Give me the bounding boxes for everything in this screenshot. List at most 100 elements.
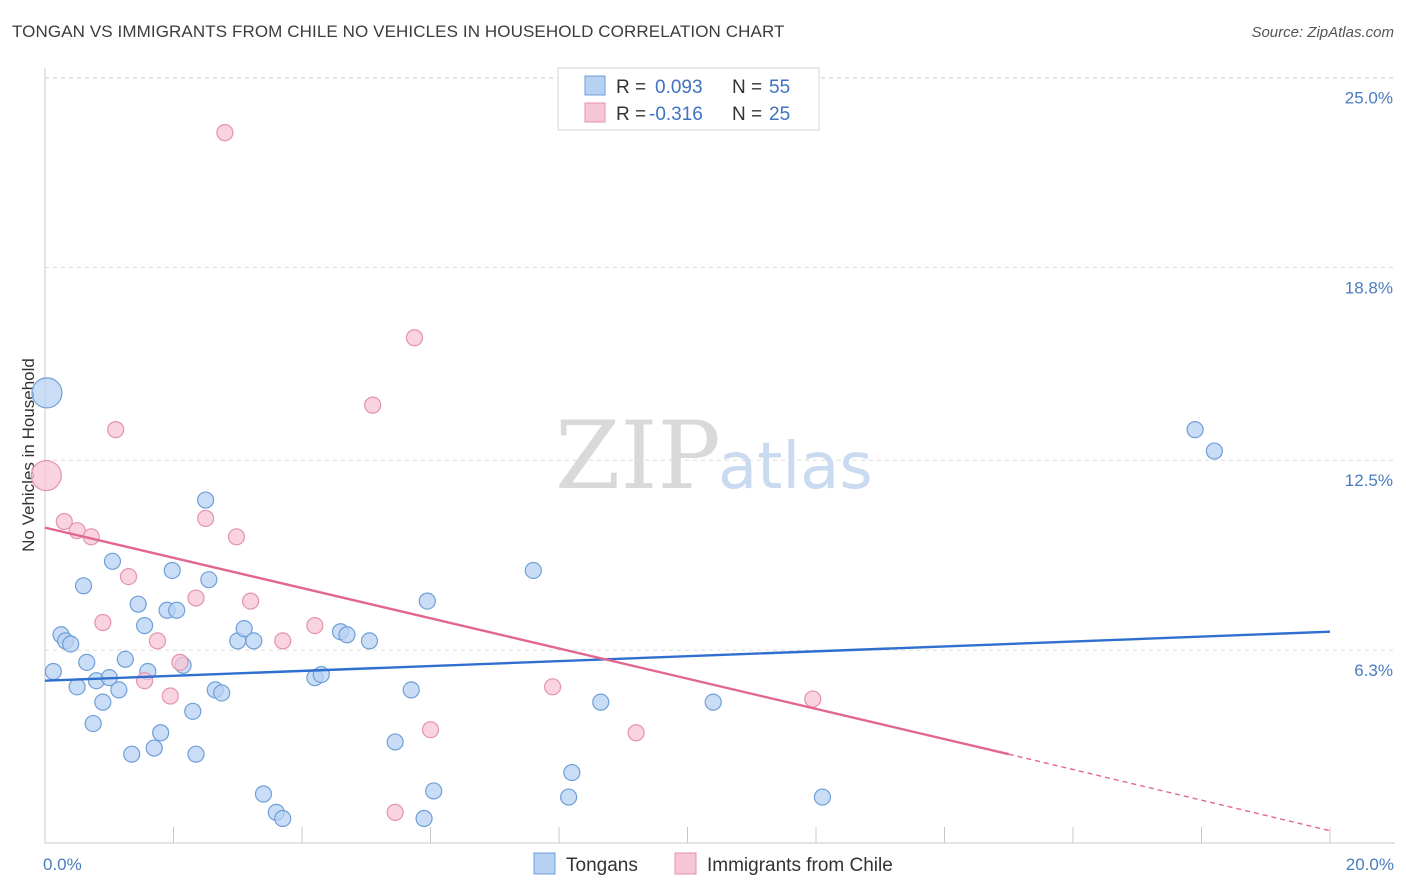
- point-chile-15: [242, 592, 260, 610]
- point-chile-19: [386, 803, 404, 821]
- legend-n-label-tongans: N =: [732, 77, 762, 98]
- point-chile-12: [216, 124, 234, 142]
- point-tongans-42: [386, 733, 404, 751]
- trend-line-chile: [44, 526, 1010, 756]
- point-tongans-45: [418, 592, 436, 610]
- point-tongans-34: [254, 785, 273, 803]
- point-chile-10: [171, 653, 189, 671]
- x-tick-label-min: 0.0%: [43, 855, 82, 874]
- point-tongans-19: [145, 739, 163, 757]
- legend-box: R = 0.093 N = 55 R = -0.316 N = 25: [557, 67, 820, 131]
- watermark-atlas: atlas: [718, 430, 873, 504]
- point-tongans-27: [197, 491, 215, 509]
- point-tongans-36: [274, 809, 292, 828]
- point-chile-21: [421, 721, 440, 739]
- legend-n-label-chile: N =: [732, 104, 762, 125]
- bottom-legend-swatch-chile: [674, 852, 697, 875]
- bottom-legend-swatch-tongans: [533, 852, 556, 875]
- point-tongans-28: [200, 571, 218, 589]
- point-tongans-7: [78, 653, 96, 671]
- point-tongans-1: [44, 662, 62, 681]
- legend-swatch-tongans: [584, 75, 606, 96]
- point-chile-13: [197, 509, 215, 528]
- point-tongans-53: [1186, 421, 1204, 439]
- series-chile-points: [30, 124, 822, 821]
- legend-swatch-chile: [584, 102, 606, 123]
- point-chile-17: [306, 616, 324, 635]
- point-tongans-33: [245, 632, 263, 650]
- point-tongans-41: [360, 632, 379, 650]
- point-tongans-14: [116, 650, 134, 668]
- point-tongans-16: [129, 595, 147, 613]
- point-tongans-51: [704, 693, 722, 711]
- point-tongans-43: [402, 681, 420, 699]
- bottom-legend-label-chile: Immigrants from Chile: [707, 855, 893, 876]
- point-tongans-50: [592, 693, 610, 711]
- y-axis-label: No Vehicles in Household: [19, 358, 38, 552]
- point-tongans-23: [168, 601, 186, 619]
- point-tongans-13: [110, 681, 128, 699]
- point-tongans-32: [235, 620, 253, 638]
- point-tongans-5: [68, 678, 86, 696]
- point-tongans-49: [563, 763, 581, 782]
- point-chile-24: [804, 690, 822, 708]
- y-tick-label-2: 18.8%: [1345, 278, 1393, 297]
- series-tongans-points: [31, 377, 1223, 828]
- point-tongans-17: [135, 616, 154, 635]
- point-chile-20: [405, 329, 424, 347]
- point-tongans-6: [74, 577, 93, 595]
- legend-r-value-chile: -0.316: [649, 104, 703, 125]
- point-chile-14: [227, 528, 246, 546]
- point-tongans-12: [103, 552, 122, 570]
- chart-title: TONGAN VS IMMIGRANTS FROM CHILE NO VEHIC…: [12, 22, 785, 41]
- point-tongans-8: [84, 714, 102, 733]
- point-chile-7: [135, 672, 154, 690]
- point-tongans-20: [152, 724, 170, 742]
- point-chile-8: [148, 632, 167, 650]
- point-chile-23: [627, 724, 645, 742]
- point-tongans-15: [123, 745, 141, 763]
- point-tongans-46: [425, 782, 443, 800]
- point-chile-11: [187, 589, 205, 607]
- y-tick-label-1: 12.5%: [1345, 471, 1393, 490]
- bottom-legend-label-tongans: Tongans: [566, 855, 638, 876]
- point-tongans-26: [187, 745, 205, 763]
- point-tongans-40: [338, 626, 356, 644]
- x-tick-label-max: 20.0%: [1346, 855, 1394, 874]
- point-chile-4: [94, 613, 112, 632]
- point-tongans-48: [560, 788, 578, 806]
- point-tongans-25: [184, 702, 202, 720]
- point-chile-22: [543, 678, 562, 696]
- point-tongans-0: [31, 377, 63, 409]
- chart-source: Source: ZipAtlas.com: [1251, 24, 1394, 41]
- point-tongans-10: [94, 693, 112, 711]
- point-tongans-44: [415, 809, 433, 828]
- point-tongans-30: [213, 684, 231, 702]
- point-chile-1: [55, 512, 73, 531]
- y-tick-label-3: 25.0%: [1345, 88, 1393, 107]
- watermark-zip: ZIP: [555, 402, 721, 511]
- legend-r-value-tongans: 0.093: [655, 77, 703, 98]
- point-chile-16: [274, 632, 292, 650]
- grid-lines: [45, 76, 1395, 651]
- trend-line-tongans: [44, 630, 1331, 682]
- point-tongans-22: [163, 561, 181, 580]
- y-tick-label-0: 6.3%: [1354, 661, 1393, 680]
- point-chile-18: [364, 396, 382, 414]
- point-chile-5: [107, 421, 125, 439]
- watermark: ZIP atlas: [555, 402, 873, 511]
- bottom-legend: Tongans Immigrants from Chile: [533, 852, 893, 876]
- legend-n-value-chile: 25: [769, 104, 790, 125]
- point-chile-9: [161, 687, 179, 705]
- y-axis-tick-labels: 6.3% 12.5% 18.8% 25.0%: [1345, 88, 1393, 680]
- point-tongans-54: [1205, 442, 1223, 460]
- trend-line-chile-extrapolated: [1008, 753, 1331, 832]
- point-chile-0: [30, 459, 62, 492]
- legend-n-value-tongans: 55: [769, 77, 790, 98]
- legend-r-label-chile: R =: [616, 104, 646, 125]
- trend-lines: [44, 526, 1331, 832]
- point-chile-6: [119, 568, 138, 586]
- point-tongans-4: [62, 635, 80, 653]
- point-tongans-52: [813, 788, 832, 806]
